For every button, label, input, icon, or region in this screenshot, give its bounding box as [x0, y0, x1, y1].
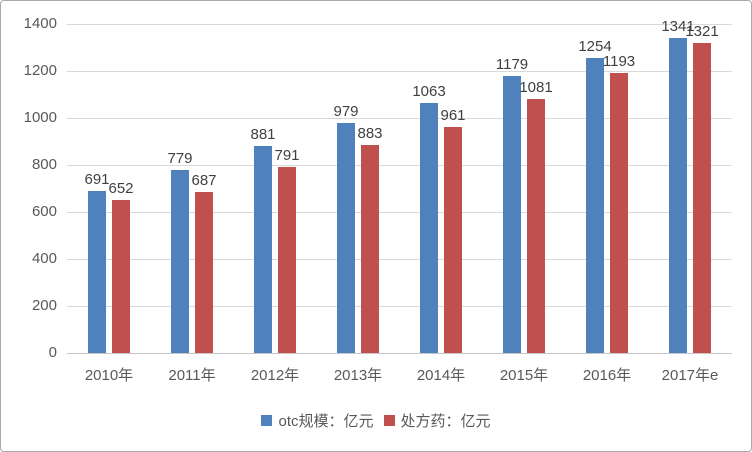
data-label: 1193: [602, 53, 636, 70]
bar-rx-2016年: [610, 73, 628, 353]
gridline-y200: [67, 306, 732, 307]
x-axis-tick-label: 2013年: [333, 367, 383, 384]
legend-swatch-icon: [383, 415, 395, 426]
y-axis-tick-label: 600: [31, 203, 57, 220]
legend-item-label: 处方药：亿元: [400, 413, 491, 430]
bar-rx-2010年: [112, 200, 130, 353]
bar-rx-2012年: [278, 167, 296, 353]
bar-otc-2011年: [171, 170, 189, 353]
data-label: 881: [250, 126, 276, 143]
bar-otc-2010年: [88, 191, 106, 353]
data-label: 779: [167, 150, 193, 167]
data-label: 883: [357, 125, 383, 142]
y-axis-tick-label: 200: [31, 297, 57, 314]
data-label: 1063: [412, 83, 446, 100]
y-axis-tick-label: 1400: [23, 15, 57, 32]
data-label: 1254: [578, 38, 612, 55]
gridline-y1000: [67, 118, 732, 119]
bar-rx-2014年: [444, 127, 462, 353]
legend-item-otc: otc规模：亿元: [261, 410, 374, 431]
bar-rx-2011年: [195, 192, 213, 353]
bar-otc-2016年: [586, 58, 604, 353]
data-label: 1179: [495, 56, 529, 73]
data-label: 652: [108, 180, 134, 197]
data-label: 1321: [685, 23, 719, 40]
data-label: 1081: [519, 79, 553, 96]
bar-rx-2013年: [361, 145, 379, 353]
y-axis-tick-label: 400: [31, 250, 57, 267]
y-axis-tick-label: 800: [31, 156, 57, 173]
data-label: 961: [440, 107, 466, 124]
x-axis-tick-label: 2011年: [168, 367, 216, 384]
data-label: 791: [274, 147, 300, 164]
gridline-y800: [67, 165, 732, 166]
y-axis-tick-label: 1000: [23, 109, 57, 126]
x-axis-tick-label: 2016年: [582, 367, 632, 384]
gridline-y1400: [67, 24, 732, 25]
x-axis-tick-label: 2014年: [416, 367, 466, 384]
x-axis-tick-label: 2012年: [250, 367, 300, 384]
gridline-y400: [67, 259, 732, 260]
data-label: 979: [333, 103, 359, 120]
y-axis-tick-label: 0: [48, 344, 57, 361]
data-label: 1341: [661, 18, 695, 35]
gridline-y1200: [67, 71, 732, 72]
x-axis-tick-label: 2017年e: [661, 367, 719, 384]
y-axis-tick-label: 1200: [23, 62, 57, 79]
gridline-y600: [67, 212, 732, 213]
legend: otc规模：亿元 处方药：亿元: [1, 410, 751, 431]
bar-rx-2015年: [527, 99, 545, 353]
gridline-y0: [67, 353, 732, 354]
bar-otc-2012年: [254, 146, 272, 353]
legend-item-rx: 处方药：亿元: [383, 410, 491, 431]
data-label: 687: [191, 172, 217, 189]
bar-rx-2017年e: [693, 43, 711, 353]
legend-swatch-icon: [261, 415, 273, 426]
bar-otc-2013年: [337, 123, 355, 353]
bar-otc-2015年: [503, 76, 521, 353]
bar-otc-2014年: [420, 103, 438, 353]
legend-item-label: otc规模：亿元: [278, 413, 374, 430]
x-axis-tick-label: 2010年: [84, 367, 134, 384]
data-label: 691: [84, 171, 110, 188]
bar-otc-2017年e: [669, 38, 687, 353]
x-axis-tick-label: 2015年: [499, 367, 549, 384]
